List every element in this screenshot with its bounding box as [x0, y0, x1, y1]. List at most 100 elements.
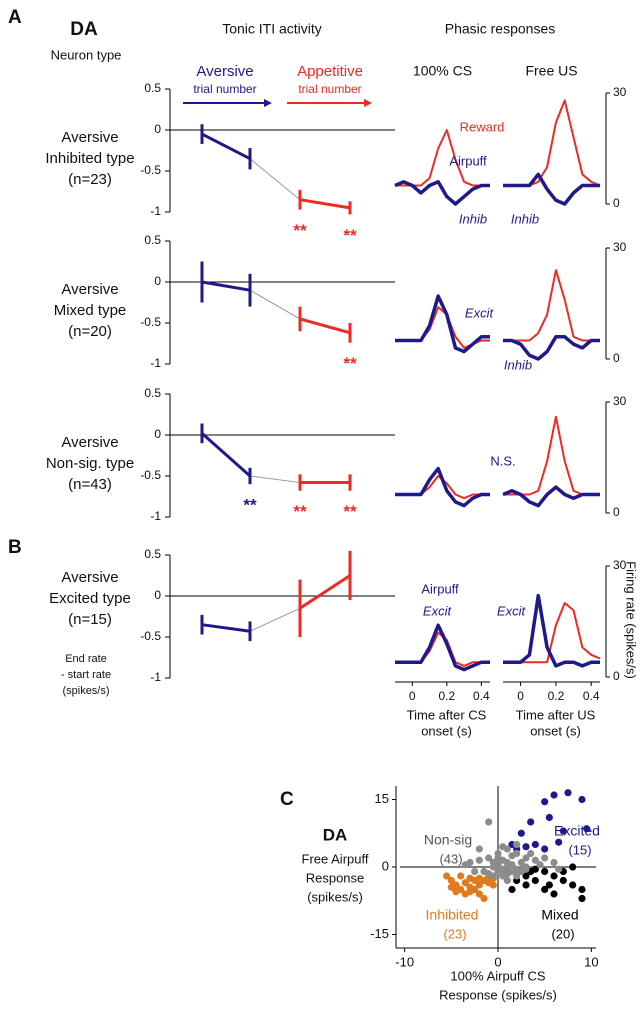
point — [508, 861, 516, 869]
point — [522, 872, 530, 880]
point — [559, 827, 567, 835]
neuron-type-label: Neuron type — [51, 47, 122, 62]
x-axis-label: onset (s) — [421, 723, 472, 738]
group-count: (23) — [443, 926, 466, 941]
x-tick-label: -10 — [395, 954, 414, 969]
point — [513, 849, 521, 858]
series-sublabel: trial number — [193, 82, 256, 96]
x-axis-label: Time after US — [516, 707, 596, 722]
series-sublabel: trial number — [298, 82, 361, 96]
y-axis-label: Response — [306, 870, 365, 885]
y-tick-label: 15 — [375, 791, 389, 806]
row-label: (n=43) — [68, 476, 112, 493]
point — [494, 861, 502, 869]
point — [475, 881, 483, 889]
significance: ** — [293, 221, 307, 240]
point — [513, 872, 521, 880]
y-axis-label: Firing rate (spikes/s) — [624, 561, 639, 679]
point — [522, 881, 530, 889]
point — [480, 894, 488, 903]
point — [545, 881, 553, 889]
annotation: Airpuff — [421, 581, 459, 596]
annotation: Excit — [465, 305, 495, 320]
annotation: Inhib — [504, 357, 532, 372]
y-tick-label: 0 — [613, 196, 620, 210]
mean-line — [201, 132, 251, 161]
y-tick-label: 0 — [382, 858, 389, 873]
y-tick-label: 0.5 — [144, 547, 161, 561]
point — [513, 840, 521, 849]
y-tick-label: -1 — [150, 670, 161, 684]
series-label: Appetitive — [297, 63, 363, 80]
panel-label: A — [8, 7, 22, 28]
point — [550, 872, 558, 880]
y-tick-label: -0.5 — [140, 163, 161, 177]
point — [531, 856, 539, 864]
point — [508, 885, 516, 894]
mean-line — [299, 198, 351, 210]
phasic-title: Phasic responses — [445, 21, 556, 37]
arrowhead — [264, 99, 272, 107]
point — [461, 879, 469, 887]
group-label: Mixed — [541, 907, 578, 923]
point — [531, 840, 539, 849]
point — [471, 867, 479, 876]
y-tick-label: 0.5 — [144, 233, 161, 247]
x-tick-label: 0 — [494, 954, 501, 969]
mean-line — [299, 317, 351, 335]
connector — [249, 475, 301, 484]
point — [489, 872, 497, 880]
annotation: Inhib — [459, 211, 487, 226]
y-tick-label: 0 — [613, 669, 620, 683]
point — [447, 876, 455, 885]
point — [527, 818, 535, 826]
point — [489, 881, 497, 889]
y-tick-label: 30 — [613, 394, 627, 408]
x-tick-label: 0 — [409, 689, 416, 703]
y-tick-label: 0 — [154, 588, 161, 602]
point — [555, 838, 563, 846]
trace — [395, 623, 490, 672]
x-tick-label: 0 — [517, 689, 524, 703]
x-tick-label: 0.4 — [473, 689, 490, 703]
point — [583, 825, 591, 833]
y-tick-label: -0.5 — [140, 468, 161, 482]
row-label: (n=15) — [68, 611, 112, 628]
trace — [503, 172, 600, 206]
point — [541, 854, 549, 862]
point — [522, 854, 530, 862]
point — [517, 829, 525, 837]
mean-line — [299, 574, 351, 610]
point — [541, 798, 549, 806]
row-label: (n=20) — [68, 323, 112, 340]
significance: ** — [343, 226, 357, 245]
point — [466, 888, 474, 896]
y-tick-label: -1 — [150, 509, 161, 523]
y-axis-label: Free Airpuff — [302, 851, 369, 866]
x-tick-label: 0.2 — [438, 689, 455, 703]
tonic-title: Tonic ITI activity — [222, 21, 322, 37]
y-tick-label: 30 — [613, 558, 627, 572]
point — [475, 845, 483, 853]
point — [550, 858, 558, 867]
point — [522, 843, 530, 851]
y-tick-label: 30 — [613, 240, 627, 254]
point — [545, 813, 553, 822]
y-tick-label: 0 — [613, 505, 620, 519]
group-label: Inhibited — [426, 907, 479, 923]
y-axis-label: End rate — [65, 653, 107, 665]
y-axis-label: (spikes/s) — [62, 685, 109, 697]
y-tick-label: -1 — [150, 204, 161, 218]
species-label: DA — [70, 19, 98, 40]
group-label: Excited — [554, 823, 600, 839]
scatter-title: DA — [323, 825, 348, 844]
significance: ** — [343, 502, 357, 521]
point — [578, 885, 586, 894]
point — [503, 845, 511, 853]
y-tick-label: 0.5 — [144, 81, 161, 95]
group-count: (20) — [551, 926, 574, 941]
y-tick-label: 0 — [613, 351, 620, 365]
connector — [249, 158, 301, 201]
annotation: N.S. — [490, 453, 515, 468]
